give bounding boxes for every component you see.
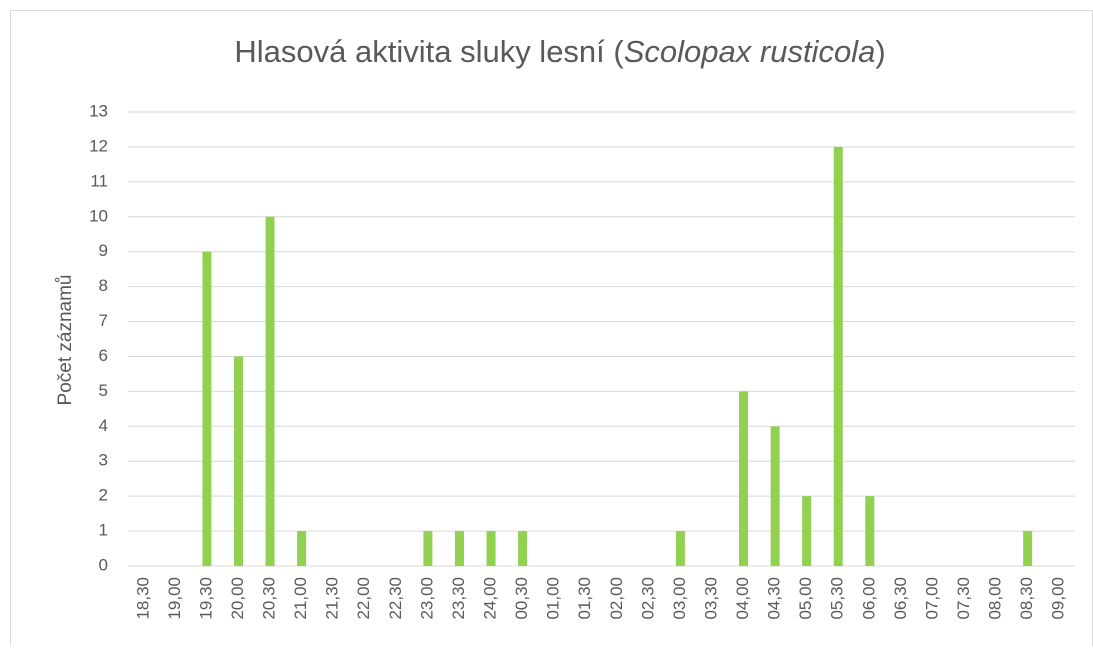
x-tick-label: 19,00	[165, 577, 184, 620]
bar	[486, 531, 496, 566]
chart-frame	[10, 10, 1093, 651]
y-axis-label: Počet záznamů	[55, 275, 76, 406]
bar	[202, 251, 212, 566]
y-tick-label: 8	[99, 276, 108, 295]
x-tick-label: 02,30	[638, 577, 657, 620]
chart-title: Hlasová aktivita sluky lesní (Scolopax r…	[234, 34, 885, 69]
x-tick-label: 08,00	[986, 577, 1005, 620]
bar	[739, 391, 749, 566]
bar	[675, 531, 685, 566]
bar	[297, 531, 307, 566]
bar	[518, 531, 528, 566]
y-tick-label: 5	[99, 381, 108, 400]
x-tick-label: 09,00	[1049, 577, 1068, 620]
x-tick-label: 02,00	[607, 577, 626, 620]
y-tick-label: 7	[99, 311, 108, 330]
x-tick-label: 07,00	[922, 577, 941, 620]
x-tick-label: 08,30	[1017, 577, 1036, 620]
x-tick-label: 22,30	[386, 577, 405, 620]
y-tick-label: 12	[89, 136, 108, 155]
x-tick-label: 05,30	[828, 577, 847, 620]
x-tick-label: 22,00	[354, 577, 373, 620]
title-italic: Scolopax rusticola	[624, 34, 876, 69]
x-tick-label: 21,30	[323, 577, 342, 620]
x-tick-label: 06,00	[859, 577, 878, 620]
x-tick-label: 24,00	[481, 577, 500, 620]
y-tick-label: 6	[99, 346, 108, 365]
bar	[770, 426, 780, 566]
title-part: Hlasová aktivita sluky lesní (	[234, 34, 624, 69]
x-tick-label: 23,30	[449, 577, 468, 620]
x-tick-label: 20,00	[228, 577, 247, 620]
title-part: )	[875, 34, 885, 69]
x-tick-label: 06,30	[891, 577, 910, 620]
x-tick-label: 03,30	[701, 577, 720, 620]
x-tick-label: 07,30	[954, 577, 973, 620]
x-tick-label: 04,00	[733, 577, 752, 620]
x-tick-label: 21,00	[291, 577, 310, 620]
y-tick-label: 4	[99, 416, 108, 435]
y-tick-label: 13	[89, 101, 108, 120]
y-tick-label: 3	[99, 451, 108, 470]
y-tick-label: 10	[89, 206, 108, 225]
bar	[865, 496, 875, 566]
x-tick-label: 19,30	[196, 577, 215, 620]
bar	[1023, 531, 1033, 566]
x-tick-label: 23,00	[417, 577, 436, 620]
bar	[833, 146, 843, 566]
x-tick-label: 00,30	[512, 577, 531, 620]
y-tick-label: 11	[90, 171, 108, 190]
x-tick-label: 01,30	[575, 577, 594, 620]
x-tick-label: 20,30	[260, 577, 279, 620]
bar	[454, 531, 464, 566]
bar	[802, 496, 812, 566]
y-tick-label: 2	[99, 486, 108, 505]
x-tick-label: 04,30	[765, 577, 784, 620]
y-tick-label: 1	[99, 521, 108, 540]
x-tick-label: 18,30	[133, 577, 152, 620]
bar	[423, 531, 433, 566]
x-tick-label: 01,00	[544, 577, 563, 620]
y-tick-label: 0	[99, 555, 108, 574]
bar	[233, 356, 243, 566]
bar	[265, 216, 275, 566]
x-tick-label: 05,00	[796, 577, 815, 620]
y-tick-label: 9	[99, 241, 108, 260]
x-tick-label: 03,00	[670, 577, 689, 620]
